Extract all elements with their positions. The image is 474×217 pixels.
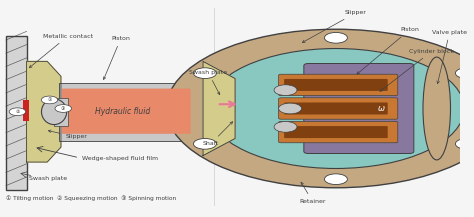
- Text: Hydraulic fluid: Hydraulic fluid: [95, 107, 150, 116]
- Text: Swash plate: Swash plate: [189, 70, 228, 95]
- Ellipse shape: [423, 57, 450, 160]
- FancyBboxPatch shape: [279, 98, 398, 119]
- Circle shape: [208, 49, 464, 168]
- Circle shape: [325, 174, 347, 184]
- Text: Piston: Piston: [103, 36, 130, 79]
- FancyBboxPatch shape: [59, 83, 194, 141]
- Ellipse shape: [42, 99, 67, 125]
- FancyBboxPatch shape: [284, 102, 388, 115]
- Text: Retainer: Retainer: [299, 182, 326, 204]
- Text: Piston: Piston: [357, 27, 419, 74]
- Polygon shape: [27, 61, 61, 162]
- Circle shape: [193, 138, 217, 149]
- FancyBboxPatch shape: [54, 98, 68, 126]
- Text: Slipper: Slipper: [48, 130, 87, 140]
- Circle shape: [55, 105, 72, 112]
- Circle shape: [274, 122, 297, 132]
- FancyBboxPatch shape: [279, 121, 398, 143]
- Text: Swash plate: Swash plate: [29, 176, 67, 181]
- Text: Shaft: Shaft: [203, 122, 233, 146]
- Circle shape: [325, 33, 347, 43]
- Circle shape: [166, 29, 474, 188]
- Circle shape: [9, 108, 26, 116]
- Text: ②: ②: [15, 109, 19, 114]
- Text: Wedge-shaped fluid film: Wedge-shaped fluid film: [82, 156, 158, 161]
- Circle shape: [41, 96, 58, 104]
- Text: Cylinder block: Cylinder block: [380, 49, 454, 91]
- Text: ③: ③: [61, 106, 65, 111]
- Circle shape: [279, 103, 301, 114]
- FancyBboxPatch shape: [62, 89, 191, 134]
- FancyBboxPatch shape: [6, 36, 27, 190]
- Circle shape: [274, 85, 297, 95]
- Text: ① Tilting motion  ② Squeezing motion  ③ Spinning motion: ① Tilting motion ② Squeezing motion ③ Sp…: [6, 196, 176, 201]
- FancyBboxPatch shape: [279, 74, 398, 96]
- FancyBboxPatch shape: [284, 79, 388, 91]
- FancyBboxPatch shape: [23, 100, 29, 121]
- Text: ①: ①: [47, 97, 52, 102]
- Circle shape: [193, 68, 217, 79]
- FancyBboxPatch shape: [284, 126, 388, 138]
- Polygon shape: [203, 61, 235, 156]
- Circle shape: [456, 68, 474, 79]
- Text: Slipper: Slipper: [302, 10, 367, 43]
- Text: Metallic contact: Metallic contact: [29, 34, 93, 68]
- Text: Valve plate: Valve plate: [432, 30, 467, 84]
- Circle shape: [456, 138, 474, 149]
- FancyBboxPatch shape: [304, 64, 414, 153]
- Text: ω: ω: [378, 104, 385, 113]
